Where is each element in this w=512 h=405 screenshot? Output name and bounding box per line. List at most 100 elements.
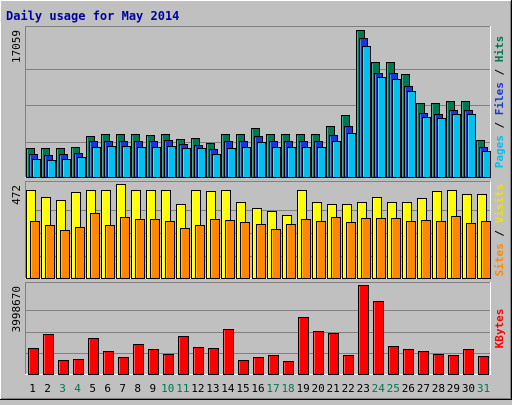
bar-visits-sites-19 [301,219,311,279]
x-tick-label-16: 16 [251,382,264,395]
bar-visits-sites-21 [331,217,341,279]
bar-hits-pages-4 [77,157,86,178]
bar-kbytes-kbytes-21 [328,333,339,375]
bar-kbytes-kbytes-4 [73,359,84,375]
bar-visits-sites-14 [225,220,235,279]
bar-kbytes-kbytes-7 [118,357,129,375]
bar-hits-pages-7 [122,146,131,178]
bar-kbytes-kbytes-13 [208,348,219,375]
x-tick-label-18: 18 [281,382,294,395]
x-tick-label-4: 4 [74,382,81,395]
bar-kbytes-kbytes-22 [343,355,354,375]
x-tick-label-6: 6 [104,382,111,395]
x-tick-label-17: 17 [266,382,279,395]
bar-kbytes-kbytes-14 [223,329,234,375]
bar-hits-pages-3 [62,159,71,178]
bar-visits-sites-2 [45,225,55,279]
bar-kbytes-kbytes-12 [193,347,204,375]
bar-visits-sites-13 [210,219,220,279]
bar-kbytes-kbytes-3 [58,360,69,375]
x-tick-label-9: 9 [149,382,156,395]
x-tick-label-21: 21 [327,382,340,395]
bar-kbytes-kbytes-20 [313,331,324,375]
axis-label-hits: Pages / Files / Hits [493,36,506,169]
bar-kbytes-kbytes-24 [373,301,384,375]
bar-kbytes-kbytes-17 [268,355,279,375]
bar-visits-sites-6 [105,225,115,279]
bar-kbytes-kbytes-26 [403,349,414,375]
axis-label-part-visits-0: Sites [493,243,506,276]
bar-kbytes-kbytes-27 [418,351,429,375]
x-tick-label-11: 11 [176,382,189,395]
bar-hits-pages-31 [482,151,491,178]
bar-kbytes-kbytes-30 [463,349,474,375]
x-tick-label-28: 28 [432,382,445,395]
x-tick-label-1: 1 [29,382,36,395]
x-tick-label-20: 20 [312,382,325,395]
x-tick-label-10: 10 [161,382,174,395]
bar-hits-pages-15 [242,147,251,178]
bar-hits-pages-13 [212,154,221,178]
bar-visits-sites-16 [256,224,266,279]
bar-visits-sites-9 [150,219,160,279]
x-tick-label-14: 14 [221,382,235,395]
bar-hits-pages-23 [362,46,371,178]
bar-hits-pages-22 [347,133,356,178]
x-tick-label-12: 12 [191,382,204,395]
bar-hits-pages-17 [272,147,281,178]
x-tick-label-2: 2 [44,382,51,395]
bar-visits-sites-31 [481,221,491,279]
bar-visits-sites-5 [90,213,100,279]
bar-kbytes-kbytes-6 [103,351,114,375]
x-tick-label-22: 22 [342,382,355,395]
axis-label-part-visits-2: Visits [493,184,506,224]
bar-kbytes-kbytes-23 [358,285,369,375]
x-tick-label-5: 5 [89,382,96,395]
bar-kbytes-kbytes-11 [178,336,189,375]
x-tick-label-29: 29 [447,382,460,395]
axis-label-part-kbytes-0: KBytes [493,309,506,349]
bar-visits-sites-28 [436,221,446,279]
bar-visits-sites-27 [421,220,431,279]
axis-label-part-hits-3: / [493,62,506,82]
bar-hits-pages-21 [332,141,341,178]
bar-kbytes-kbytes-9 [148,349,159,375]
bar-visits-sites-4 [75,227,85,279]
bar-visits-sites-20 [316,221,326,279]
bar-visits-sites-7 [120,217,130,279]
bar-visits-sites-3 [60,230,70,279]
bar-hits-pages-9 [152,147,161,178]
bar-kbytes-kbytes-8 [133,344,144,375]
bar-visits-sites-26 [406,221,416,279]
x-tick-label-13: 13 [206,382,219,395]
x-tick-label-27: 27 [417,382,430,395]
bar-visits-sites-22 [346,222,356,279]
chart-title: Daily usage for May 2014 [6,9,179,23]
bar-hits-pages-12 [197,148,206,178]
bar-hits-pages-29 [452,114,461,178]
bar-kbytes-kbytes-25 [388,346,399,375]
bar-kbytes-kbytes-16 [253,357,264,375]
x-tick-label-25: 25 [387,382,400,395]
axis-label-part-hits-1: / [493,115,506,135]
axis-label-part-hits-4: Hits [493,36,506,63]
axis-label-part-hits-2: Files [493,82,506,115]
max-label-kbytes: 3998670 [10,286,23,332]
bar-hits-pages-2 [47,160,56,178]
bar-kbytes-kbytes-1 [28,348,39,375]
panel-kbytes: 3998670 KBytes [10,282,506,375]
bar-kbytes-kbytes-2 [43,334,54,375]
x-tick-label-24: 24 [372,382,386,395]
bar-kbytes-kbytes-10 [163,354,174,375]
bar-kbytes-kbytes-19 [298,317,309,375]
bar-visits-sites-23 [361,218,371,279]
panel-visits: 472 Sites / Visits [10,181,506,279]
bar-visits-sites-17 [271,229,281,279]
bar-visits-sites-25 [391,218,401,279]
bar-hits-pages-1 [32,159,41,178]
bar-hits-pages-6 [107,146,116,178]
bar-visits-sites-30 [466,223,476,279]
x-tick-label-26: 26 [402,382,415,395]
